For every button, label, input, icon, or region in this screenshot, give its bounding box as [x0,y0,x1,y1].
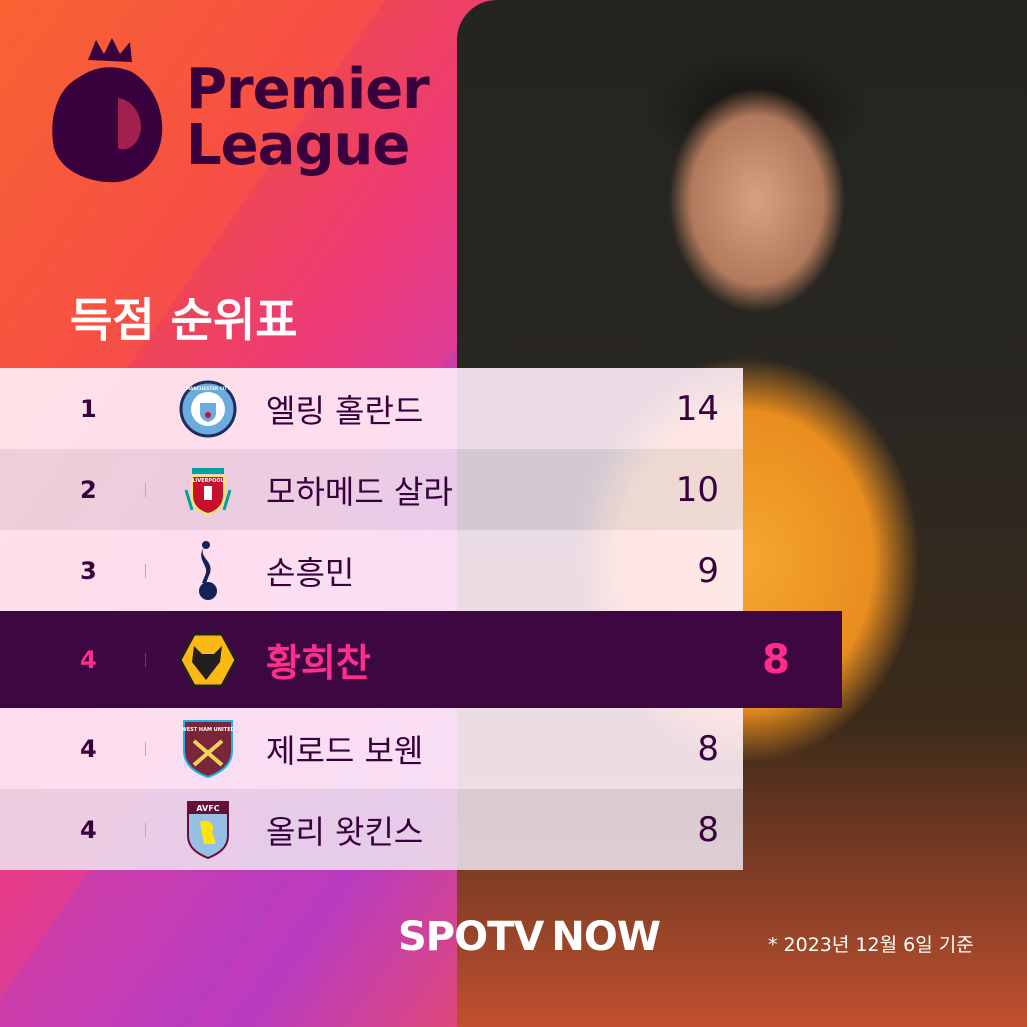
goals: 14 [675,388,719,429]
goals: 9 [697,550,719,591]
liverpool-crest-icon: LIVERPOOL [184,467,232,515]
logo-text-league: League [186,113,410,178]
scorers-table: 1 MANCHESTER CITY 엘링 홀란드 14 2 LIVERPOOL … [0,368,842,870]
goals: 8 [762,636,790,683]
rank: 3 [80,556,97,585]
rank: 4 [80,645,97,674]
player-name: 모하메드 살라 [266,472,453,511]
player-name: 엘링 홀란드 [266,391,424,430]
divider [145,482,146,497]
rank: 1 [80,394,97,423]
goals: 10 [675,469,719,510]
spotv-now-logo: SPOTV NOW [398,914,661,960]
rank: 4 [80,734,97,763]
crest-lettering: AVFC [196,804,219,813]
rank: 2 [80,475,97,504]
player-name: 올리 왓킨스 [266,812,424,851]
date-footnote: * 2023년 12월 6일 기준 [768,934,974,956]
table-row: 4 AVFC 올리 왓킨스 8 [0,789,743,870]
goals: 8 [697,728,719,769]
page-title: 득점 순위표 [70,293,298,347]
divider [145,822,146,837]
player-name: 황희찬 [266,641,371,685]
table-row: 1 MANCHESTER CITY 엘링 홀란드 14 [0,368,743,449]
brand-spotv: SPOTV [398,914,544,960]
player-name: 제로드 보웬 [266,731,424,770]
west-ham-crest-icon: WEST HAM UNITED [181,719,235,778]
manchester-city-crest-icon: MANCHESTER CITY [179,380,237,437]
premier-league-lion-logo [52,38,163,183]
crest-lettering: WEST HAM UNITED [181,727,235,733]
goals: 8 [697,809,719,850]
tottenham-cockerel-icon [199,540,217,600]
player-name: 손흥민 [266,553,355,592]
crest-lettering: MANCHESTER CITY [186,386,231,391]
table-row: 4 WEST HAM UNITED 제로드 보웬 8 [0,708,743,789]
divider [145,652,146,667]
divider [145,741,146,756]
brand-now: NOW [551,914,661,960]
crest-lettering: LIVERPOOL [192,478,224,484]
aston-villa-crest-icon: AVFC [187,800,229,859]
divider [145,563,146,578]
table-row: 3 손흥민 9 [0,530,743,611]
wolves-crest-icon [178,632,238,687]
rank: 4 [80,815,97,844]
logo-text-premier: Premier [186,57,430,122]
table-row: 2 LIVERPOOL 모하메드 살라 10 [0,449,743,530]
table-row-highlighted: 4 황희찬 8 [0,611,842,708]
